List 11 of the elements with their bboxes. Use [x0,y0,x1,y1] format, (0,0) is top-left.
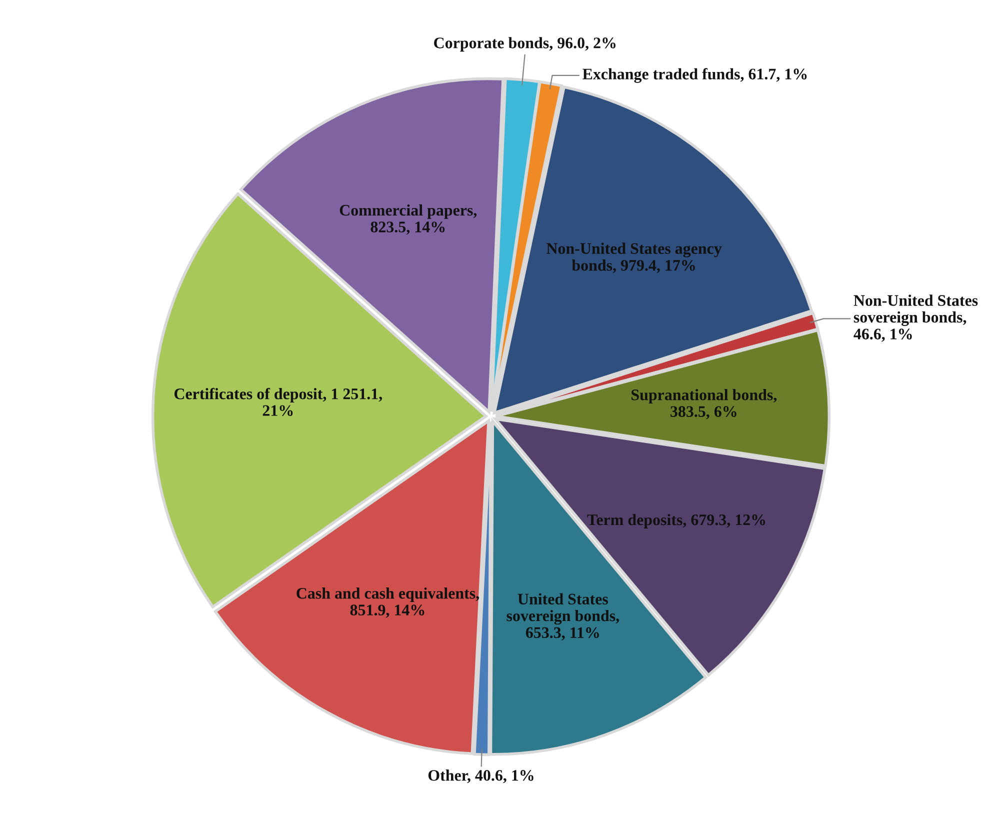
slice-label: Certificates of deposit, 1 251.1, 21% [174,388,382,416]
slice-label: Non-United States agency bonds, 979.4, 17% [546,242,722,274]
slice-label: Exchange traded funds, 61.7, 1% [582,68,807,83]
slice-label: Cash and cash equivalents, 851.9, 14% [296,587,479,618]
slice-label: Non-United States sovereign bonds, 46.6, 1% [854,294,978,342]
slice-label: Term deposits, 679.3, 12% [587,514,766,528]
slice-label: United States sovereign bonds, 653.3, 11% [506,593,619,640]
slice-label: Other, 40.6, 1% [428,770,534,784]
slice-label: Commercial papers, 823.5, 14% [340,204,477,235]
slice-label: Corporate bonds, 96.0, 2% [434,37,616,52]
slice-label: Supranational bonds, 383.5, 6% [632,389,777,420]
